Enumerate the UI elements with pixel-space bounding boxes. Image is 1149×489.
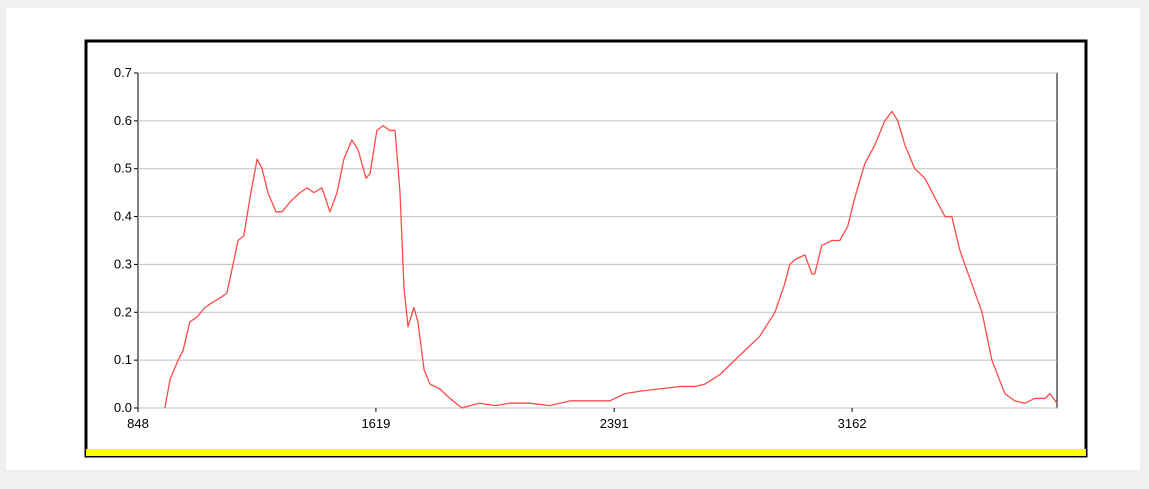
x-tick-label: 2391 [600,416,629,431]
data-line [164,110,1058,409]
y-tick-label: 0.0 [114,400,132,415]
x-tick-label: 3162 [838,416,867,431]
y-tick-label: 0.6 [114,113,132,128]
y-tick-label: 0.2 [114,304,132,319]
frame-strip [86,449,1086,456]
y-tick-label: 0.4 [114,209,132,224]
y-tick-label: 0.3 [114,256,132,271]
y-tick-label: 0.5 [114,161,132,176]
y-tick-label: 0.7 [114,65,132,80]
x-tick-label: 1619 [361,416,390,431]
y-tick-label: 0.1 [114,352,132,367]
plot-area [137,72,1058,409]
x-tick-label: 848 [127,416,149,431]
